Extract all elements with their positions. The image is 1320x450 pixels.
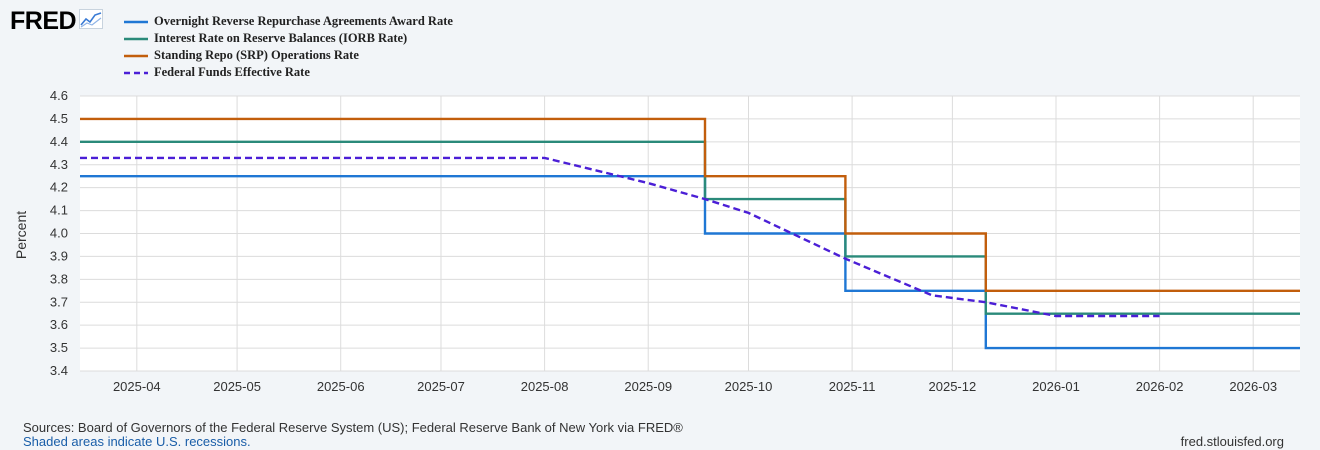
x-tick-label: 2026-01 [1032, 379, 1080, 394]
fred-logo-text: FRED [10, 7, 77, 35]
y-tick-label: 3.8 [50, 271, 68, 286]
y-tick-label: 4.2 [50, 180, 68, 195]
legend-swatch [124, 20, 148, 23]
fred-url[interactable]: fred.stlouisfed.org [1180, 434, 1284, 449]
legend-label: Interest Rate on Reserve Balances (IORB … [154, 31, 408, 45]
legend-swatch [124, 71, 148, 74]
x-tick-label: 2025-11 [829, 379, 876, 394]
y-axis-label: Percent [13, 211, 29, 259]
x-tick-label: 2025-10 [725, 379, 773, 394]
legend-item: Standing Repo (SRP) Operations Rate [124, 47, 453, 64]
y-tick-label: 3.5 [50, 340, 68, 355]
x-tick-label: 2025-06 [317, 379, 365, 394]
series-line-4 [80, 156, 1160, 318]
x-tick-label: 2025-08 [521, 379, 569, 394]
legend-label: Standing Repo (SRP) Operations Rate [154, 48, 359, 62]
y-tick-label: 4.0 [50, 226, 68, 241]
x-tick-label: 2025-09 [624, 379, 672, 394]
legend-label: Overnight Reverse Repurchase Agreements … [154, 14, 453, 28]
y-tick-label: 4.5 [50, 111, 68, 126]
y-tick-label: 4.6 [50, 88, 68, 103]
y-tick-label: 4.4 [50, 134, 68, 149]
x-tick-label: 2025-12 [929, 379, 977, 394]
y-tick-label: 4.1 [50, 203, 68, 218]
sources-note: Sources: Board of Governors of the Feder… [23, 420, 683, 435]
chart-legend: Overnight Reverse Repurchase Agreements … [124, 13, 453, 81]
x-tick-label: 2025-05 [213, 379, 261, 394]
x-tick-label: 2026-03 [1229, 379, 1277, 394]
chart-line-icon [79, 8, 104, 34]
y-tick-label: 3.9 [50, 248, 68, 263]
fred-logo[interactable]: FRED [10, 6, 104, 36]
legend-swatch [124, 37, 148, 40]
legend-swatch [124, 54, 148, 57]
y-tick-label: 3.7 [50, 294, 68, 309]
legend-item: Interest Rate on Reserve Balances (IORB … [124, 30, 453, 47]
chart-plot: 3.43.53.63.73.83.94.04.14.24.34.44.54.6 … [13, 88, 1300, 394]
legend-label: Federal Funds Effective Rate [154, 65, 310, 79]
x-tick-label: 2025-07 [417, 379, 465, 394]
y-tick-label: 3.6 [50, 317, 68, 332]
legend-item: Overnight Reverse Repurchase Agreements … [124, 13, 453, 30]
recession-note-link[interactable]: Shaded areas indicate U.S. recessions. [23, 434, 251, 449]
series-line-3 [80, 117, 1300, 293]
legend-item: Federal Funds Effective Rate [124, 64, 453, 81]
x-tick-label: 2025-04 [113, 379, 161, 394]
x-tick-label: 2026-02 [1136, 379, 1184, 394]
y-tick-label: 4.3 [50, 157, 68, 172]
y-tick-label: 3.4 [50, 363, 68, 378]
